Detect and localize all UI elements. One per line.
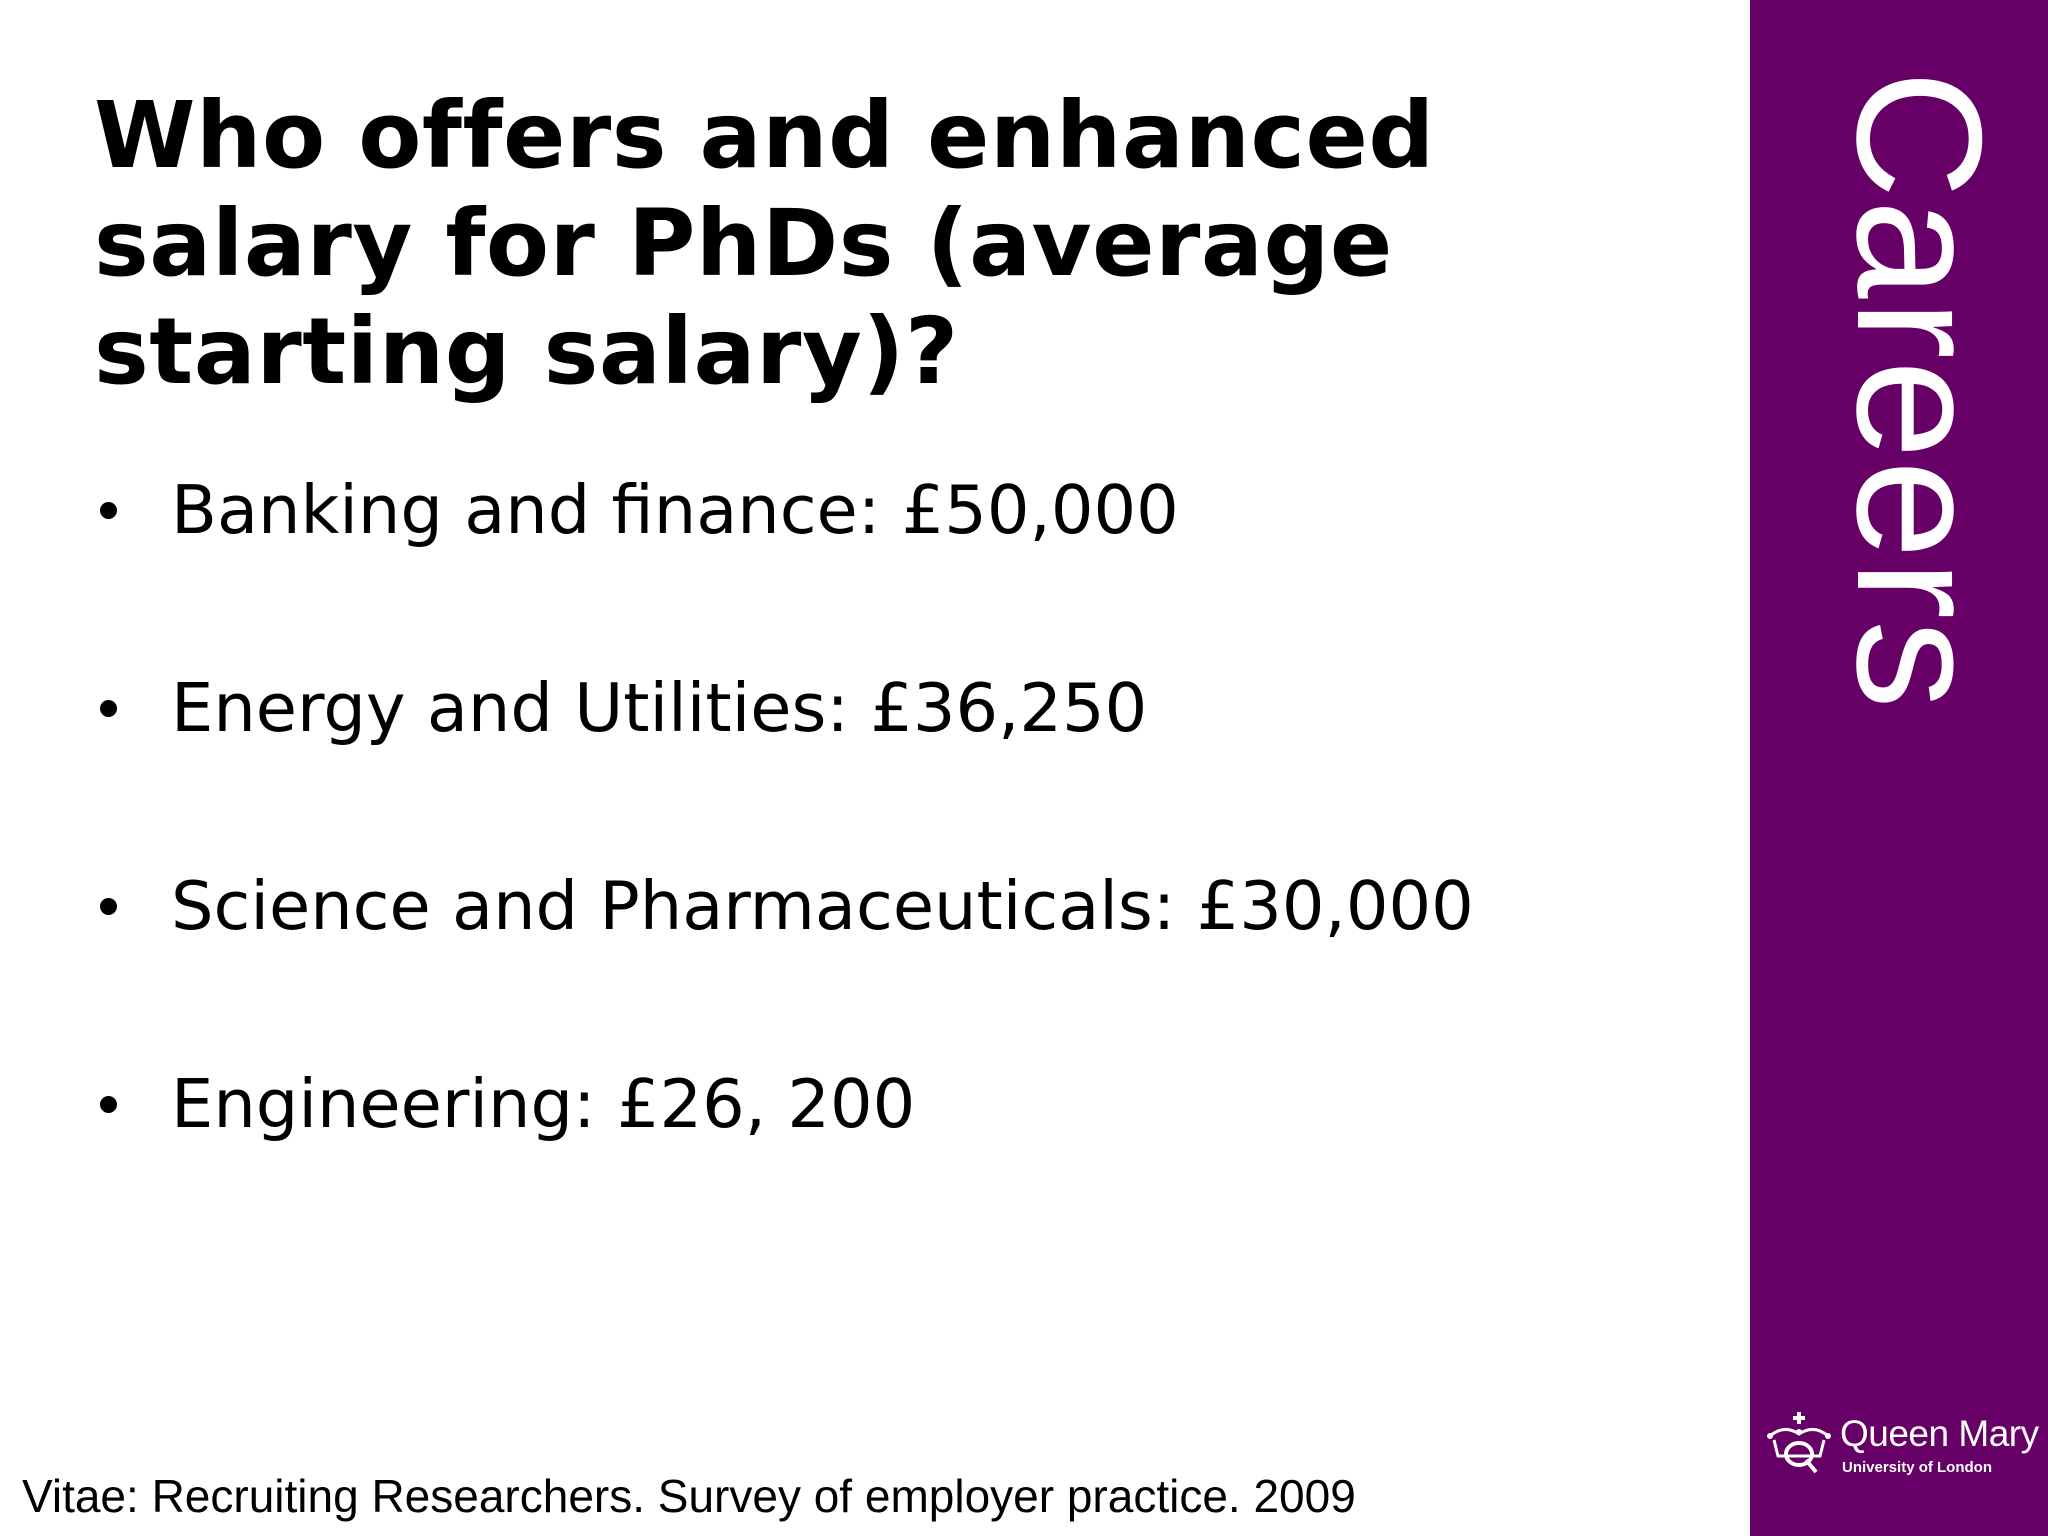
bullet-item: Banking and finance: £50,000	[94, 470, 1474, 668]
bullet-text: Science and Pharmaceuticals: £30,000	[171, 867, 1474, 945]
bullet-text: Energy and Utilities: £36,250	[171, 669, 1148, 747]
bullet-dot-icon	[100, 502, 117, 519]
bullet-item: Energy and Utilities: £36,250	[94, 668, 1474, 866]
bullet-dot-icon	[100, 898, 117, 915]
logo-subtitle: University of London	[1842, 1459, 1992, 1476]
bullet-text: Banking and finance: £50,000	[171, 471, 1179, 549]
bullet-list: Banking and finance: £50,000 Energy and …	[94, 470, 1474, 1262]
crown-q-icon	[1767, 1412, 1831, 1474]
logo-name: Queen Mary	[1840, 1413, 2039, 1454]
source-citation: Vitae: Recruiting Researchers. Survey of…	[22, 1470, 1356, 1522]
bullet-dot-icon	[100, 1096, 117, 1113]
sidebar-vertical-title: Careers	[1820, 70, 2019, 711]
slide-title: Who offers and enhanced salary for PhDs …	[94, 82, 1435, 405]
university-logo: Queen Mary University of London	[1764, 1410, 2039, 1482]
bullet-item: Engineering: £26, 200	[94, 1064, 1474, 1262]
careers-sidebar	[1750, 0, 2048, 1536]
bullet-text: Engineering: £26, 200	[171, 1065, 916, 1143]
bullet-dot-icon	[100, 700, 117, 717]
bullet-item: Science and Pharmaceuticals: £30,000	[94, 866, 1474, 1064]
